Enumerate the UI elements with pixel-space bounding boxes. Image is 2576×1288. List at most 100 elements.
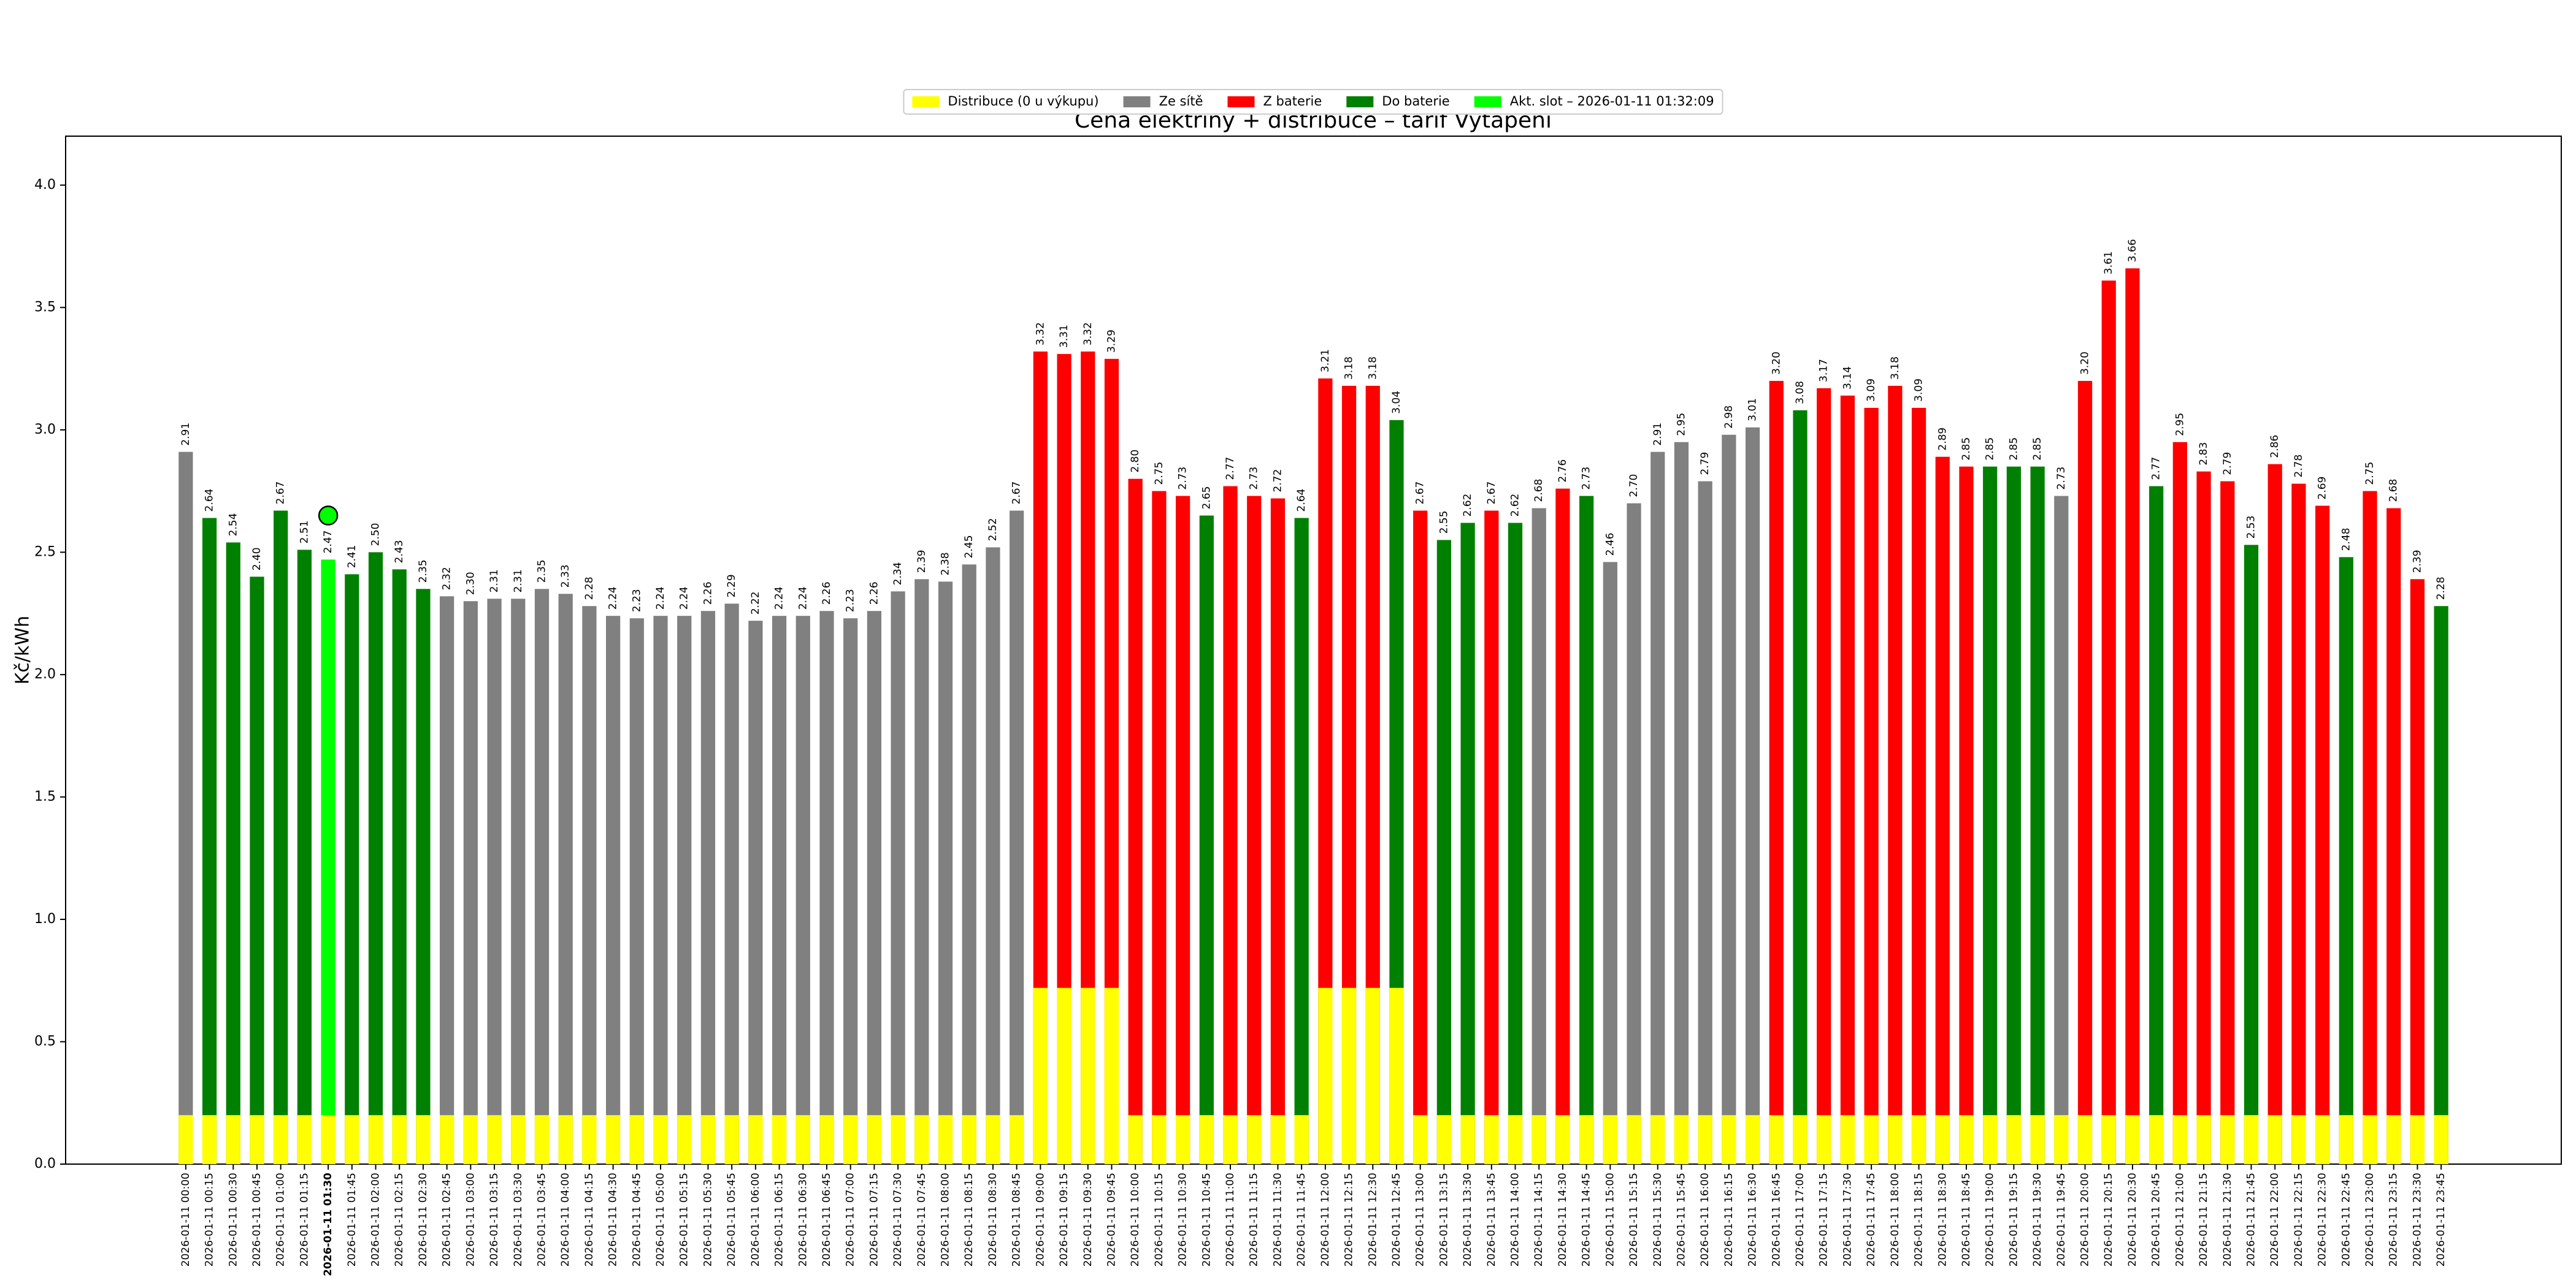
distribution-bar bbox=[440, 1115, 454, 1164]
distribution-bar bbox=[1104, 987, 1119, 1164]
x-tick-label: 2026-01-11 18:15 bbox=[1913, 1173, 1925, 1267]
distribution-bar bbox=[1436, 1115, 1452, 1164]
bar bbox=[2386, 508, 2401, 1164]
distribution-bar bbox=[345, 1115, 359, 1164]
bar bbox=[2006, 466, 2022, 1164]
distribution-bar bbox=[2077, 1115, 2093, 1164]
distribution-bar bbox=[1793, 1115, 1807, 1164]
distribution-bar bbox=[1152, 1115, 1167, 1164]
value-label: 3.21 bbox=[1319, 349, 1332, 372]
value-label: 3.17 bbox=[1818, 359, 1830, 382]
legend-label: Z baterie bbox=[1263, 94, 1322, 109]
distribution-bar bbox=[1389, 987, 1404, 1164]
distribution-bar bbox=[1341, 987, 1357, 1164]
distribution-bar bbox=[226, 1115, 240, 1164]
distribution-bar bbox=[2196, 1115, 2211, 1164]
distribution-bar bbox=[321, 1115, 335, 1164]
value-label: 2.67 bbox=[275, 481, 287, 505]
distribution-bar bbox=[2149, 1115, 2164, 1164]
value-label: 2.73 bbox=[1581, 467, 1593, 490]
bar bbox=[202, 518, 217, 1164]
value-label: 3.61 bbox=[2103, 251, 2115, 275]
value-label: 2.85 bbox=[1960, 437, 1972, 461]
value-label: 2.32 bbox=[441, 567, 453, 590]
x-tick-label: 2026-01-11 23:00 bbox=[2364, 1173, 2376, 1267]
bar bbox=[2244, 545, 2259, 1164]
bar bbox=[368, 552, 383, 1164]
bar bbox=[748, 621, 763, 1164]
distribution-bar bbox=[819, 1115, 834, 1164]
bar bbox=[605, 616, 621, 1164]
value-label: 3.09 bbox=[1865, 378, 1877, 402]
x-tick-label: 2026-01-11 01:30 bbox=[322, 1173, 334, 1276]
bar bbox=[1722, 434, 1736, 1164]
bar bbox=[2267, 464, 2282, 1164]
distribution-bar bbox=[2220, 1115, 2235, 1164]
value-label: 2.51 bbox=[298, 521, 310, 544]
bar bbox=[1531, 508, 1546, 1164]
distribution-bar bbox=[1864, 1115, 1879, 1164]
value-label: 2.38 bbox=[940, 552, 952, 575]
x-tick-label: 2026-01-11 23:45 bbox=[2435, 1173, 2447, 1267]
bar bbox=[2291, 483, 2306, 1164]
legend-swatch bbox=[1474, 96, 1501, 107]
bar bbox=[795, 616, 810, 1164]
value-label: 2.28 bbox=[2435, 577, 2447, 600]
bar bbox=[1460, 523, 1475, 1164]
value-label: 2.70 bbox=[1628, 474, 1640, 497]
distribution-bar bbox=[392, 1115, 407, 1164]
distribution-bar bbox=[2434, 1115, 2448, 1164]
distribution-bar bbox=[1579, 1115, 1594, 1164]
x-tick-label: 2026-01-11 03:15 bbox=[488, 1173, 500, 1267]
bar bbox=[392, 569, 407, 1164]
x-tick-label: 2026-01-11 16:00 bbox=[1699, 1173, 1711, 1267]
bar bbox=[1745, 427, 1760, 1164]
bar bbox=[677, 616, 692, 1164]
value-label: 3.18 bbox=[1367, 356, 1379, 380]
bar bbox=[2054, 496, 2069, 1164]
value-label: 2.75 bbox=[2364, 462, 2376, 485]
x-tick-label: 2026-01-11 07:30 bbox=[892, 1173, 904, 1267]
distribution-bar bbox=[938, 1115, 953, 1164]
value-label: 2.47 bbox=[322, 530, 334, 553]
x-tick-label: 2026-01-11 04:45 bbox=[631, 1173, 643, 1267]
bar bbox=[1769, 381, 1784, 1164]
bar bbox=[1223, 486, 1238, 1164]
y-tick-label: 2.0 bbox=[34, 667, 56, 682]
distribution-bar bbox=[2101, 1115, 2116, 1164]
x-tick-label: 2026-01-11 19:30 bbox=[2031, 1173, 2044, 1267]
bar bbox=[1840, 395, 1855, 1164]
x-tick-label: 2026-01-11 20:15 bbox=[2103, 1173, 2115, 1267]
bar bbox=[914, 579, 929, 1164]
legend-swatch bbox=[912, 96, 940, 107]
bar bbox=[1983, 466, 1998, 1164]
distribution-bar bbox=[653, 1115, 668, 1164]
y-tick-label: 3.0 bbox=[34, 422, 56, 437]
x-tick-label: 2026-01-11 12:15 bbox=[1343, 1173, 1355, 1267]
value-label: 2.73 bbox=[2055, 467, 2068, 490]
x-tick-label: 2026-01-11 10:45 bbox=[1200, 1173, 1213, 1267]
bar bbox=[250, 577, 264, 1164]
bar bbox=[1128, 478, 1143, 1164]
y-tick-label: 2.5 bbox=[34, 544, 56, 559]
x-tick-label: 2026-01-11 11:15 bbox=[1248, 1173, 1260, 1267]
distribution-bar bbox=[297, 1115, 312, 1164]
bar bbox=[1365, 386, 1380, 1164]
bar bbox=[2172, 442, 2187, 1164]
x-tick-label: 2026-01-11 23:30 bbox=[2411, 1173, 2423, 1267]
bar bbox=[2434, 606, 2448, 1164]
legend-swatch bbox=[1227, 96, 1255, 107]
bar bbox=[2363, 491, 2377, 1164]
value-label: 2.29 bbox=[726, 574, 738, 597]
legend-swatch bbox=[1123, 96, 1151, 107]
bar bbox=[1318, 378, 1333, 1164]
bar bbox=[2149, 486, 2164, 1164]
value-label: 2.68 bbox=[1533, 479, 1545, 502]
x-tick-label: 2026-01-11 09:00 bbox=[1034, 1173, 1046, 1267]
bar bbox=[819, 611, 834, 1164]
x-tick-label: 2026-01-11 18:00 bbox=[1889, 1173, 1901, 1267]
bar bbox=[2410, 579, 2425, 1164]
distribution-bar bbox=[1531, 1115, 1546, 1164]
distribution-bar bbox=[202, 1115, 217, 1164]
x-tick-label: 2026-01-11 21:15 bbox=[2198, 1173, 2210, 1267]
